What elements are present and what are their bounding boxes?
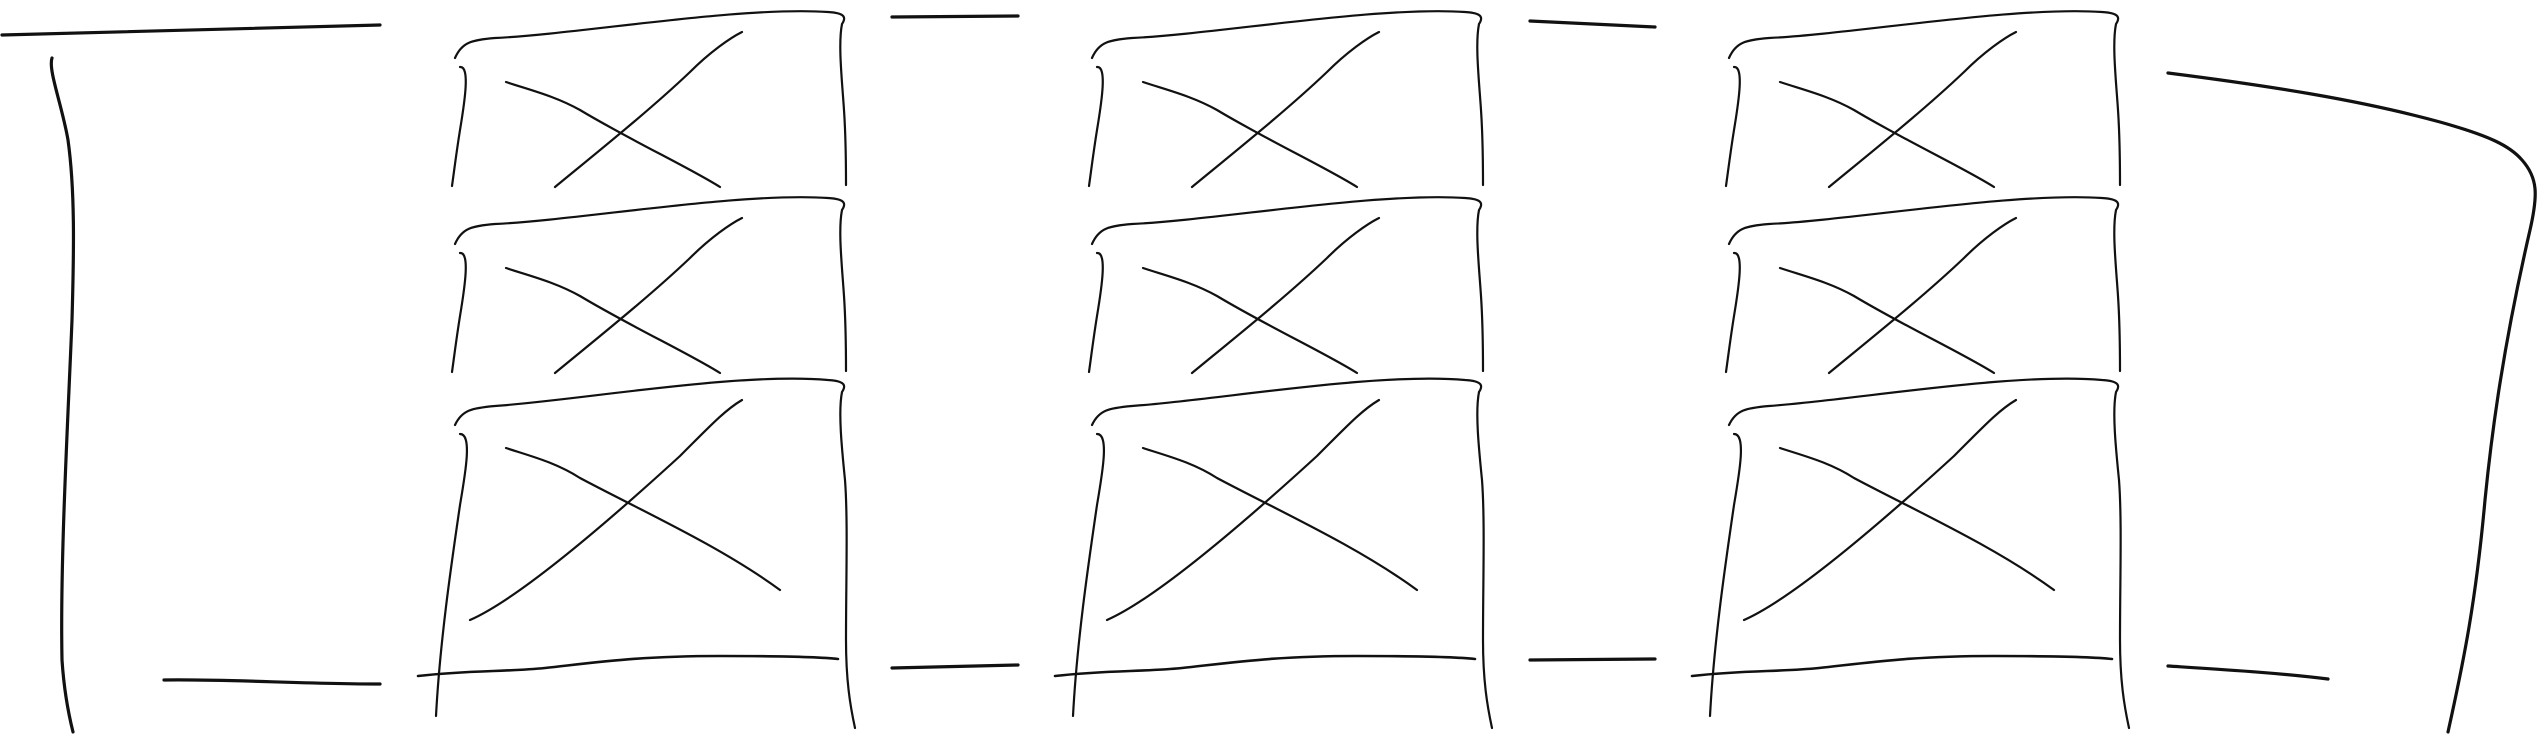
right-bracket-top-stroke [2166, 71, 2537, 734]
connector-dash-top-1 [890, 14, 1020, 19]
connector-dashes [890, 14, 1657, 670]
column-3 [1690, 10, 2131, 730]
left-bracket-vertical-stroke [49, 56, 76, 734]
column-2 [1053, 10, 1494, 730]
right-bracket [2166, 71, 2537, 734]
column-1 [416, 10, 857, 730]
left-bracket-top-stroke [0, 23, 382, 37]
left-bracket [0, 23, 382, 734]
cell-crossed-box [416, 377, 857, 730]
cell-crossed-box [1087, 196, 1485, 375]
cell-crossed-box [450, 196, 848, 375]
right-bracket-bottom-stroke [2166, 664, 2330, 681]
left-bracket-bottom-stroke [162, 678, 382, 686]
cell-crossed-box [450, 10, 848, 189]
connector-dash-bottom-2 [1528, 657, 1657, 662]
cell-crossed-box [1724, 196, 2122, 375]
cell-crossed-box [1053, 377, 1494, 730]
cell-crossed-box [1724, 10, 2122, 189]
cell-crossed-box [1087, 10, 1485, 189]
cell-crossed-box [1690, 377, 2131, 730]
connector-dash-bottom-1 [890, 663, 1020, 670]
connector-dash-top-2 [1528, 19, 1657, 29]
